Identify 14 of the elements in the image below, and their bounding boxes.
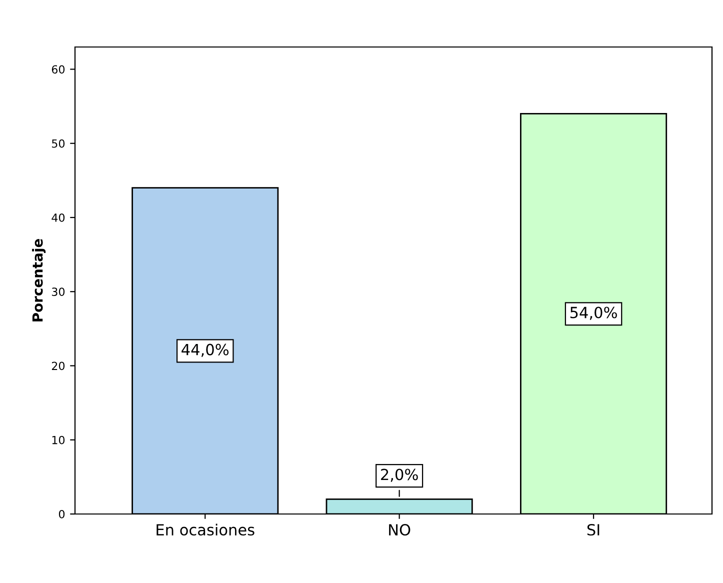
data-label: 2,0%	[381, 468, 418, 482]
y-tick-label: 0	[58, 510, 65, 518]
x-tick-label: SI	[587, 524, 600, 536]
y-tick-label: 30	[52, 288, 65, 296]
y-tick-label: 60	[52, 65, 65, 74]
x-tick-label: NO	[389, 524, 410, 536]
y-tick-label: 50	[52, 139, 65, 148]
y-tick-label: 20	[52, 362, 65, 370]
y-tick-label: 40	[52, 213, 65, 222]
y-axis-title: Porcentaje	[32, 239, 46, 322]
x-tick-label: En ocasiones	[156, 524, 254, 536]
data-label: 44,0%	[182, 344, 229, 357]
y-tick-label: 10	[52, 436, 65, 444]
data-label: 54,0%	[570, 306, 617, 320]
